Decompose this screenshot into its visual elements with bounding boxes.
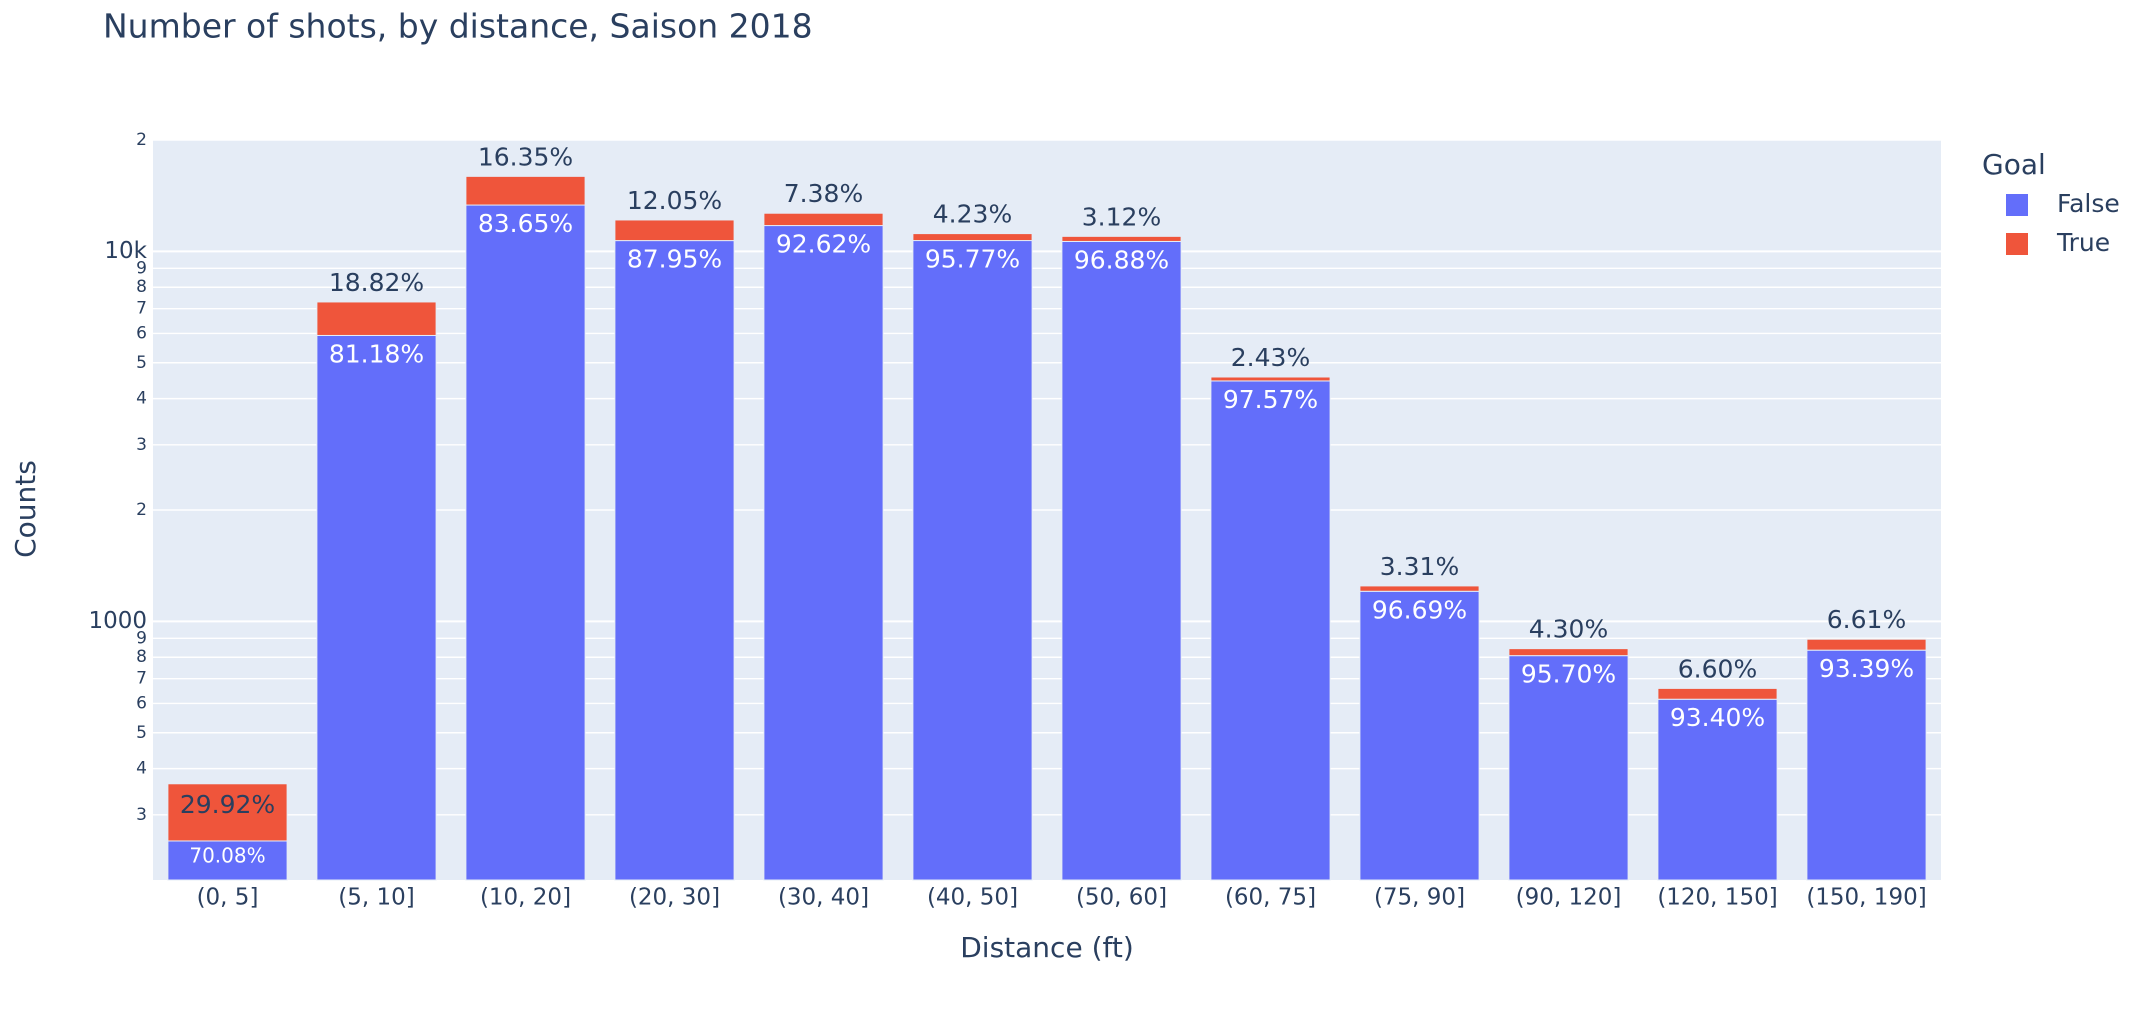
bar-segment bbox=[1657, 698, 1778, 881]
bar-segment bbox=[1359, 590, 1480, 881]
x-tick-label: (120, 150] bbox=[1657, 885, 1777, 911]
y-tick-label: 8 bbox=[136, 277, 147, 297]
bar-label: 93.40% bbox=[1670, 703, 1765, 732]
x-tick-label: (5, 10] bbox=[338, 885, 414, 911]
y-tick-label: 10k bbox=[104, 238, 147, 264]
bar-segment bbox=[614, 240, 735, 881]
bar-label: 96.88% bbox=[1074, 245, 1169, 274]
bar-segment bbox=[763, 212, 884, 227]
x-tick-label: (20, 30] bbox=[629, 885, 720, 911]
y-tick-label: 4 bbox=[136, 759, 147, 779]
x-tick-label: (60, 75] bbox=[1225, 885, 1316, 911]
y-tick-label: 4 bbox=[136, 389, 147, 409]
bar-label: 6.61% bbox=[1827, 605, 1906, 634]
bar-label: 81.18% bbox=[329, 339, 424, 368]
x-tick-label: (40, 50] bbox=[927, 885, 1018, 911]
bar-label: 95.70% bbox=[1521, 660, 1616, 689]
x-tick-label: (30, 40] bbox=[778, 885, 869, 911]
bar-segment bbox=[167, 783, 288, 842]
bar-segment bbox=[1806, 649, 1927, 881]
bar-label: 70.08% bbox=[189, 843, 265, 867]
bar-label: 7.38% bbox=[784, 179, 863, 208]
bar-label: 96.69% bbox=[1372, 595, 1467, 624]
bar-label: 95.77% bbox=[925, 245, 1020, 274]
y-tick-label: 5 bbox=[136, 723, 147, 743]
x-axis-title: Distance (ft) bbox=[960, 931, 1134, 964]
bar-label: 4.30% bbox=[1529, 615, 1608, 644]
bar-segment bbox=[1806, 638, 1927, 651]
bar-segment bbox=[763, 225, 884, 881]
chart-title: Number of shots, by distance, Saison 201… bbox=[103, 7, 813, 46]
legend-label: True bbox=[2056, 228, 2110, 257]
bar-segment bbox=[1657, 687, 1778, 700]
bar-label: 83.65% bbox=[478, 209, 573, 238]
y-tick-label: 1000 bbox=[88, 608, 147, 634]
legend-title: Goal bbox=[1982, 148, 2046, 181]
y-tick-label: 5 bbox=[136, 353, 147, 373]
bar-segment bbox=[912, 240, 1033, 881]
x-tick-label: (0, 5] bbox=[197, 885, 259, 911]
bar-segment bbox=[912, 233, 1033, 242]
bar-segment bbox=[1359, 585, 1480, 592]
y-tick-label: 2 bbox=[136, 130, 147, 150]
y-tick-label: 3 bbox=[136, 435, 147, 455]
bar-label: 2.43% bbox=[1231, 343, 1310, 372]
bar-segment bbox=[465, 175, 586, 206]
bar-segment bbox=[614, 219, 735, 242]
y-tick-label: 6 bbox=[136, 693, 147, 713]
y-tick-label: 9 bbox=[136, 258, 147, 278]
y-axis-title: Counts bbox=[9, 460, 42, 558]
bar-segment bbox=[1508, 648, 1629, 657]
bar-segment bbox=[316, 301, 437, 336]
bar-label: 18.82% bbox=[329, 268, 424, 297]
x-tick-label: (50, 60] bbox=[1076, 885, 1167, 911]
y-tick-label: 3 bbox=[136, 805, 147, 825]
y-tick-label: 7 bbox=[136, 669, 147, 689]
bar-segment bbox=[1210, 376, 1331, 382]
legend-swatch bbox=[2006, 194, 2028, 216]
bar-label: 87.95% bbox=[627, 245, 722, 274]
bar-label: 97.57% bbox=[1223, 385, 1318, 414]
legend-swatch bbox=[2006, 233, 2028, 255]
bar-segment bbox=[1508, 655, 1629, 881]
x-tick-label: (90, 120] bbox=[1516, 885, 1622, 911]
y-tick-label: 2 bbox=[136, 500, 147, 520]
x-tick-label: (150, 190] bbox=[1806, 885, 1926, 911]
bar-label: 4.23% bbox=[933, 200, 1012, 229]
bar-label: 93.39% bbox=[1819, 654, 1914, 683]
bar-label: 3.12% bbox=[1082, 202, 1161, 231]
bar-segment bbox=[167, 840, 288, 881]
y-tick-label: 8 bbox=[136, 647, 147, 667]
y-tick-label: 7 bbox=[136, 299, 147, 319]
bar-label: 92.62% bbox=[776, 230, 871, 259]
y-tick-label: 9 bbox=[136, 628, 147, 648]
bar-segment bbox=[465, 204, 586, 881]
bar-label: 29.92% bbox=[180, 790, 275, 819]
bar-label: 12.05% bbox=[627, 186, 722, 215]
bar-segment bbox=[1061, 240, 1182, 881]
x-tick-label: (75, 90] bbox=[1374, 885, 1465, 911]
bar-segment bbox=[1061, 235, 1182, 242]
bar-segment bbox=[1210, 380, 1331, 881]
legend-label: False bbox=[2057, 189, 2120, 218]
bar-label: 3.31% bbox=[1380, 552, 1459, 581]
bar-label: 16.35% bbox=[478, 142, 573, 171]
x-tick-label: (10, 20] bbox=[480, 885, 571, 911]
bar-segment bbox=[316, 334, 437, 881]
bar-label: 6.60% bbox=[1678, 654, 1757, 683]
y-tick-label: 6 bbox=[136, 323, 147, 343]
